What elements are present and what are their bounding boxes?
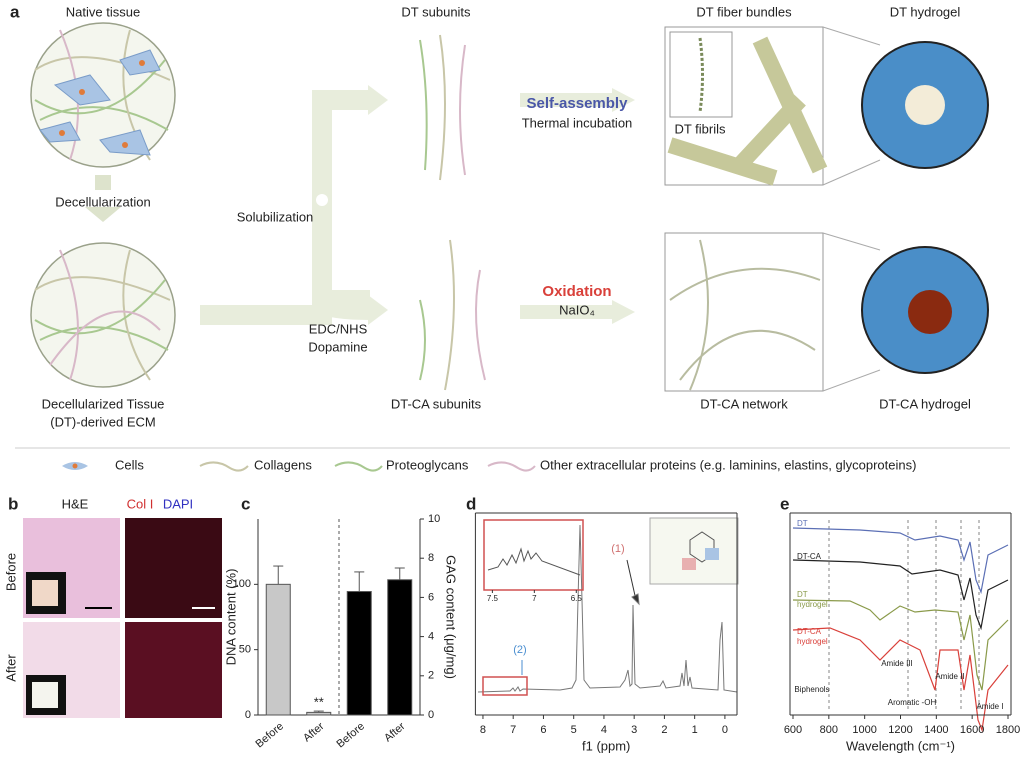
- y2-tick-label: 4: [428, 631, 434, 643]
- label: DT fiber bundles: [696, 4, 792, 19]
- label: Decellularization: [55, 194, 150, 209]
- trace-label: DT-CA: [797, 552, 822, 561]
- inset-tick-label: 7.5: [487, 594, 499, 603]
- annotation: Amide III: [881, 659, 913, 668]
- y2-tick-label: 8: [428, 552, 434, 564]
- x-tick-label: 6: [540, 724, 546, 736]
- annotation: Amide II: [935, 672, 964, 681]
- x-tick-label: 1000: [852, 724, 876, 736]
- legend-entry: Cells: [115, 457, 144, 472]
- nmr-spectrum: [477, 517, 739, 696]
- annotation: Biphenols: [794, 685, 829, 694]
- label: NaIO₄: [559, 302, 595, 317]
- annotation: Aromatic -OH: [888, 698, 937, 707]
- x-tick-label: 1200: [888, 724, 912, 736]
- bar: [387, 579, 413, 716]
- x-tick-label: 8: [480, 724, 486, 736]
- y2-tick-label: 6: [428, 591, 434, 603]
- y-tick-label: 50: [239, 644, 251, 656]
- x-tick-label: 5: [571, 724, 577, 736]
- x-tick-label: Before: [253, 720, 286, 750]
- x-tick-label: 7: [510, 724, 516, 736]
- x-tick-label: 1800: [996, 724, 1020, 736]
- y-axis-label: DNA content (%): [223, 569, 238, 666]
- label: Dopamine: [308, 339, 367, 354]
- x-tick-label: After: [382, 720, 408, 744]
- label: DT-CA network: [700, 396, 788, 411]
- label: DT-CA subunits: [391, 396, 482, 411]
- x-tick-label: 3: [631, 724, 637, 736]
- label: DT hydrogel: [890, 4, 961, 19]
- trace-label: DT: [797, 519, 808, 528]
- x-axis-label: Wavelength (cm⁻¹): [846, 738, 955, 753]
- x-tick-label: 1600: [960, 724, 984, 736]
- label: After: [3, 654, 18, 682]
- annotation: Amide I: [976, 702, 1003, 711]
- label: Native tissue: [66, 4, 140, 19]
- label: Solubilization: [237, 209, 314, 224]
- bar: [346, 591, 372, 716]
- label: DT fibrils: [674, 121, 726, 136]
- x-tick-label: Before: [334, 720, 367, 750]
- bar: [265, 583, 291, 716]
- label: H&E: [62, 496, 89, 511]
- x-axis-label: f1 (ppm): [582, 738, 630, 753]
- y-tick-label: 100: [233, 578, 251, 590]
- label: e: [780, 494, 789, 513]
- significance: **: [314, 695, 324, 710]
- y2-tick-label: 10: [428, 513, 440, 525]
- trace-label: DT-CA: [797, 627, 822, 636]
- inset-tick-label: 6.5: [571, 594, 583, 603]
- legend-entry: Proteoglycans: [386, 457, 469, 472]
- trace-label: DT: [797, 590, 808, 599]
- legend-entry: Other extracellular proteins (e.g. lamin…: [540, 457, 916, 472]
- label: c: [241, 494, 250, 513]
- annotation: (2): [513, 644, 526, 656]
- x-tick-label: 2: [661, 724, 667, 736]
- annotation: (1): [611, 543, 624, 555]
- label: Decellularized Tissue: [42, 396, 165, 411]
- label: d: [466, 494, 476, 513]
- schematic-decor: [15, 22, 1010, 472]
- x-tick-label: 1: [692, 724, 698, 736]
- x-tick-label: 0: [722, 724, 728, 736]
- label: Oxidation: [542, 283, 611, 300]
- label: (DT)-derived ECM: [50, 414, 155, 429]
- inset-tick-label: 7: [532, 594, 537, 603]
- label: DT-CA hydrogel: [879, 396, 971, 411]
- y2-axis-label: GAG content (μg/mg): [444, 555, 459, 679]
- x-tick-label: 1400: [924, 724, 948, 736]
- label: Thermal incubation: [522, 115, 633, 130]
- y2-tick-label: 2: [428, 670, 434, 682]
- micrographs: [23, 518, 222, 718]
- label: DAPI: [163, 496, 193, 511]
- trace-label: hydrogel: [797, 637, 828, 646]
- legend-entry: Collagens: [254, 457, 312, 472]
- label: a: [10, 2, 20, 21]
- x-tick-label: 600: [784, 724, 802, 736]
- label: DT subunits: [401, 4, 471, 19]
- label: Before: [3, 553, 18, 591]
- bar: [306, 711, 332, 716]
- label: EDC/NHS: [309, 321, 368, 336]
- label: Self-assembly: [527, 95, 629, 112]
- x-tick-label: 4: [601, 724, 607, 736]
- ftir-spectra: [792, 520, 1009, 733]
- label: b: [8, 494, 18, 513]
- x-tick-label: After: [301, 720, 327, 744]
- x-tick-label: 800: [820, 724, 838, 736]
- y-tick-label: 0: [245, 709, 251, 721]
- label: Col I: [127, 496, 154, 511]
- trace-label: hydrogel: [797, 600, 828, 609]
- y2-tick-label: 0: [428, 709, 434, 721]
